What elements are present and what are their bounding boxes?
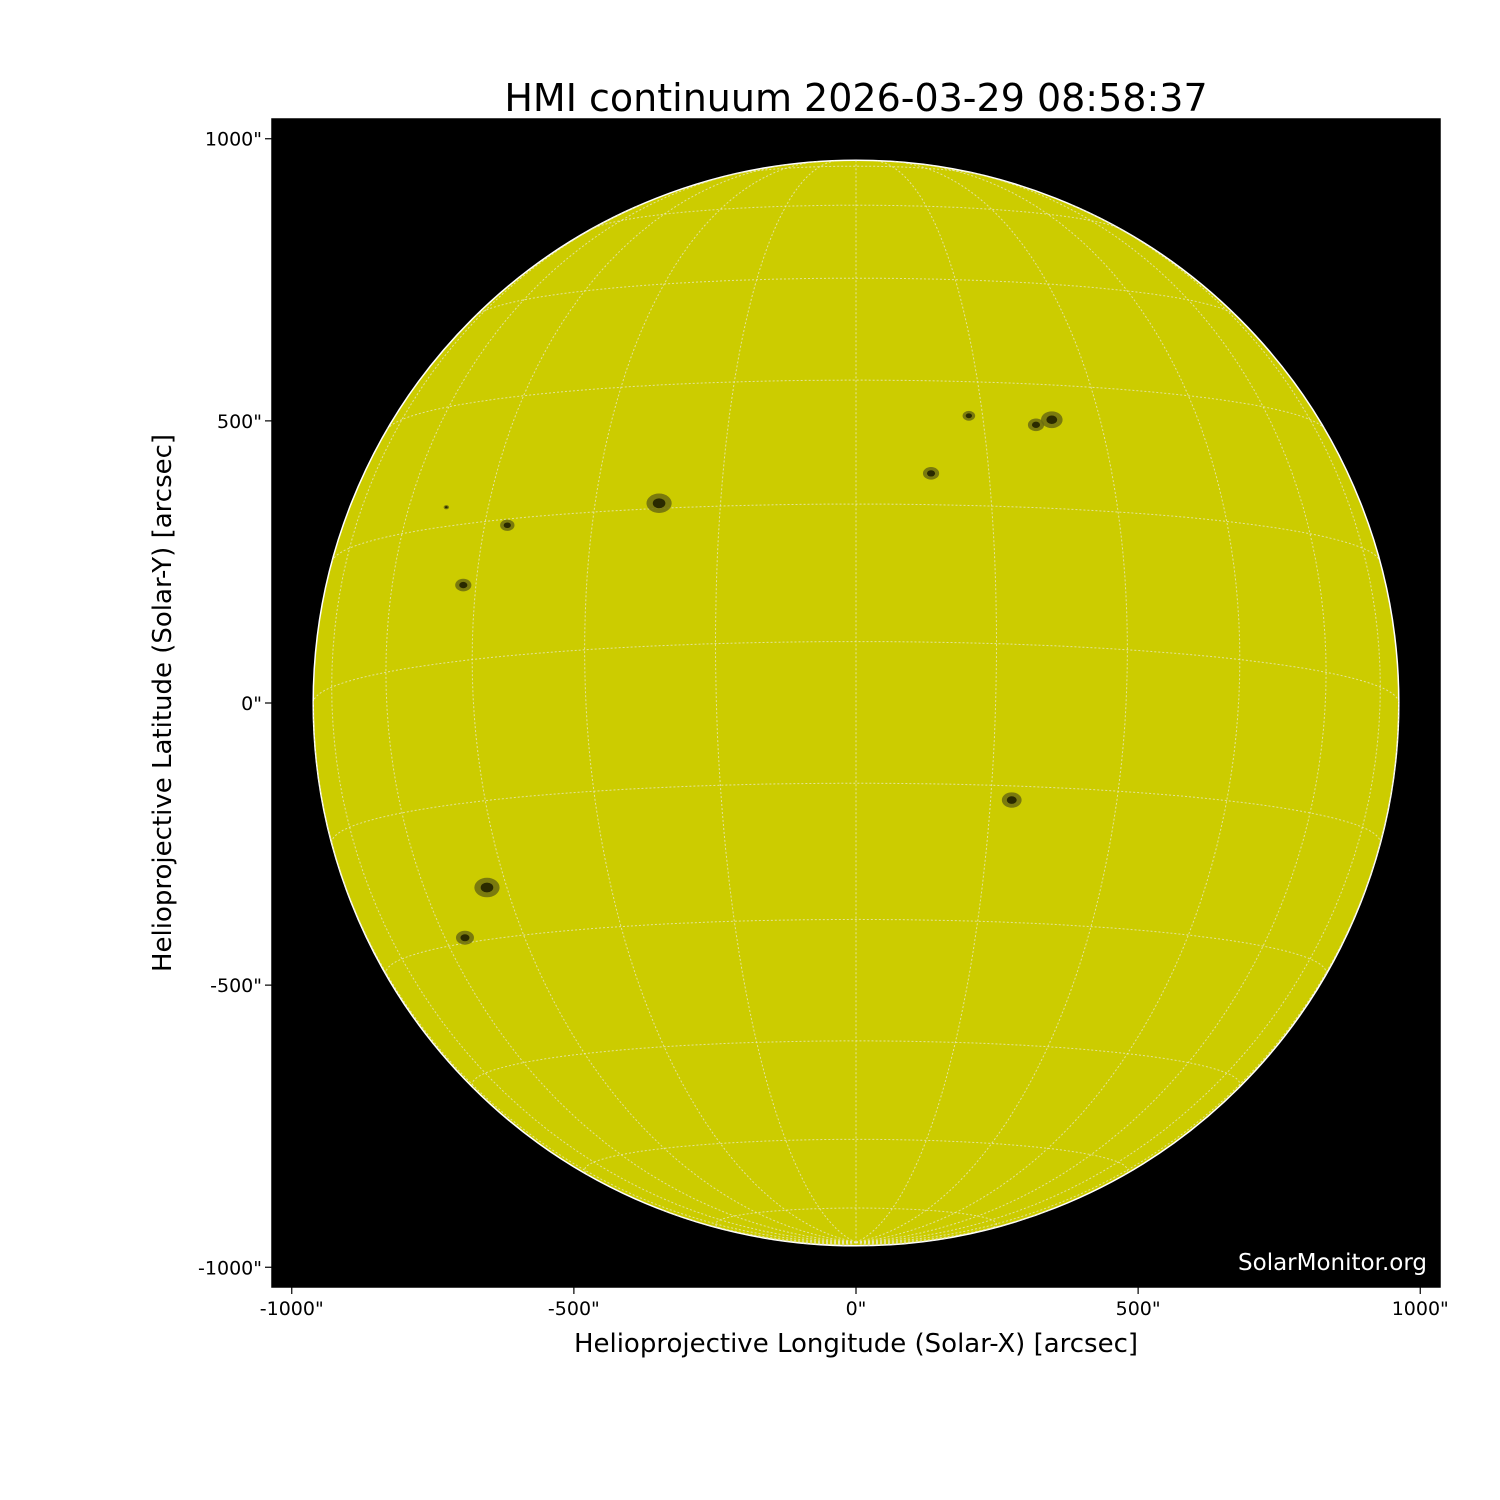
latitude-line xyxy=(584,1138,1128,1176)
longitude-line xyxy=(855,702,1400,1243)
y-tick-label: 500" xyxy=(217,411,262,433)
longitude-line xyxy=(855,1208,1053,1244)
x-tick-label: 500" xyxy=(1116,1298,1161,1320)
sunspot-umbra xyxy=(459,581,468,589)
longitude-line xyxy=(855,171,1327,1243)
y-tick-label: 1000" xyxy=(205,129,262,151)
y-tick-label: -500" xyxy=(210,975,262,997)
latitude-line xyxy=(714,1207,998,1231)
solar-disk xyxy=(312,159,1400,1247)
sunspot-umbra xyxy=(480,882,494,893)
longitude-line xyxy=(471,163,857,1243)
sunspot-umbra xyxy=(926,470,936,477)
sunspot-umbra xyxy=(652,498,666,509)
axis-ticks: -1000" -500" 0" 500" 1000" -1000" -500" 0" 500" 1… xyxy=(198,129,1449,1320)
longitude-line xyxy=(584,161,857,1243)
longitude-line xyxy=(855,1241,871,1247)
y-axis-label: Helioprojective Latitude (Solar-Y) [arcs… xyxy=(148,434,178,972)
longitude-line xyxy=(855,163,1241,1243)
sunspot-umbra xyxy=(460,934,470,942)
longitude-line xyxy=(855,1241,885,1246)
sunspot-umbra xyxy=(503,522,511,529)
latitude-line xyxy=(331,503,1381,562)
x-axis-label: Helioprojective Longitude (Solar-X) [arc… xyxy=(574,1329,1138,1359)
y-tick-label: 0" xyxy=(241,693,262,715)
longitude-line xyxy=(312,702,857,1243)
chart-title: HMI continuum 2026-03-29 08:58:37 xyxy=(504,76,1207,120)
latitude-line xyxy=(590,204,1122,230)
latitude-line xyxy=(386,379,1326,430)
longitude-line xyxy=(855,1241,910,1245)
longitude-line xyxy=(855,161,1128,1243)
sunspot-umbra xyxy=(1006,796,1017,804)
solar-disk-layer xyxy=(312,159,1400,1247)
longitude-line xyxy=(841,1241,857,1247)
graticule xyxy=(312,160,1400,1247)
longitude-line xyxy=(659,1208,857,1244)
y-tick-label: -1000" xyxy=(198,1257,262,1279)
watermark: SolarMonitor.org xyxy=(1238,1250,1427,1276)
sunspot-umbra xyxy=(445,506,448,509)
latitude-line xyxy=(385,918,1327,975)
x-tick-label: 0" xyxy=(846,1298,867,1320)
longitude-line xyxy=(855,160,998,1243)
sunspot-umbra xyxy=(1046,415,1058,424)
longitude-line xyxy=(758,1236,857,1244)
longitude-line xyxy=(385,171,857,1243)
sunspot-umbra xyxy=(1031,421,1041,428)
longitude-line xyxy=(714,160,857,1243)
sunspot-umbra xyxy=(965,413,973,419)
sunspots xyxy=(443,410,1063,945)
x-tick-label: -1000" xyxy=(260,1298,324,1320)
longitude-line xyxy=(855,1236,954,1244)
x-tick-label: -500" xyxy=(548,1298,600,1320)
x-tick-label: 1000" xyxy=(1392,1298,1449,1320)
